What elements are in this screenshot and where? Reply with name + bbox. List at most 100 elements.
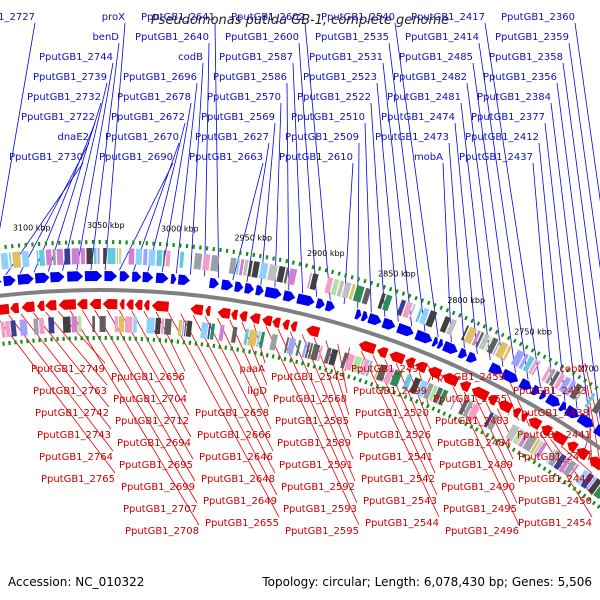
gene-label: PputGB1_2744 [39,52,113,63]
leader-line [486,402,514,460]
leader-line [168,312,280,518]
leader-line [204,316,274,452]
gene-label: PputGB1_2544 [365,518,439,529]
track-dot [331,269,335,275]
leader-line [131,310,190,416]
gene-label: PputGB1_2663 [189,152,263,163]
track-dot [420,298,425,303]
gene-label: PputGB1_2384 [477,92,551,103]
cog-bar [553,373,566,390]
gene-label: PputGB1_2483 [435,416,509,427]
cog-bar [401,374,413,391]
cog-bar [52,249,57,266]
cog-bar [462,401,474,418]
cog-bar [483,412,494,428]
track-dot [395,289,399,294]
cog-bar [348,283,356,300]
leader-line [192,314,276,474]
cog-bar [432,387,444,404]
gene-label: PputGB1_2708 [125,526,199,537]
cog-bar [165,250,171,267]
leader-line [507,414,510,416]
track-dot [414,295,418,301]
track-dot [485,432,490,438]
gene-label: PputGB1_2490 [441,482,515,493]
gene-label: PputGB1_2765 [41,474,115,485]
gene-arrow [282,290,296,302]
cog-bar [564,380,577,396]
track-dot [458,313,462,318]
cog-bar [330,278,340,296]
track-dot [476,321,481,326]
cog-bar [358,358,365,374]
gene-arrow [415,361,428,374]
kbp-tick-label: 3000 kbp [161,224,199,233]
cog-bar [307,272,313,289]
gene-label: PputGB1_2732 [27,92,101,103]
cog-bar [128,248,135,265]
track-dot [311,264,315,270]
cog-bar [575,469,589,486]
cog-bar [207,323,212,340]
cog-bar [218,324,225,342]
cog-bar [4,320,12,338]
cog-bar [336,280,345,297]
leader-line [47,102,102,272]
gene-label: PputGB1_2649 [203,496,277,507]
gene-label: PputGB1_2749 [31,364,105,375]
gene-arrow [10,302,20,314]
cog-bar [21,250,30,268]
leader-line [217,318,272,430]
cog-bar [247,329,258,347]
gene-label: PputGB1_2459 [431,372,505,383]
leader-line [62,82,108,271]
gene-arrow [558,401,566,412]
cog-bar [33,318,39,335]
gene-arrow [155,272,169,284]
gene-arrow [239,311,248,322]
track-dot [488,326,493,332]
cog-bar [45,249,53,266]
gene-label: PputGB1_2699 [121,482,195,493]
track-dot [532,459,537,465]
gene-arrow [513,407,522,419]
cog-bar [183,320,187,337]
kbp-tick-label: 2950 kbp [234,234,272,243]
track-dot [464,315,468,321]
gene-label: benD [92,32,119,43]
gene-label: PputGB1_2695 [119,460,193,471]
track-dot [496,438,500,444]
leader-line [556,82,600,421]
gene-tracks [0,239,600,509]
gene-arrow [217,307,231,319]
track-dot [464,421,468,427]
gene-label: PputGB1_2495 [443,504,517,515]
cog-bar [389,369,403,388]
cog-bar [478,333,491,351]
track-dot [445,307,450,313]
track-dot [291,260,295,265]
gene-arrow [576,447,590,461]
cog-bar [258,331,266,349]
leader-line [343,162,354,305]
cog-bar [209,323,216,340]
leader-line [442,162,452,343]
gene-label: PputGB1_2522 [297,92,371,103]
track-dot [583,378,588,383]
gene-label: PputGB1_2655 [205,518,279,529]
gene-arrow [354,309,362,320]
gene-arrow [249,313,261,324]
gene-label: PputGB1_2648 [201,474,275,485]
cog-bar [283,337,290,354]
genome-backbone [0,288,600,451]
leader-line [265,326,360,526]
track-dot [224,345,228,350]
cog-bar [492,340,501,356]
gene-arrow [234,281,244,292]
gene-arrow [0,303,10,315]
track-dot [560,364,565,370]
track-dot [363,278,367,284]
gene-label: dnaE2 [58,132,90,143]
cog-bar [242,259,249,276]
track-dot [259,351,263,357]
